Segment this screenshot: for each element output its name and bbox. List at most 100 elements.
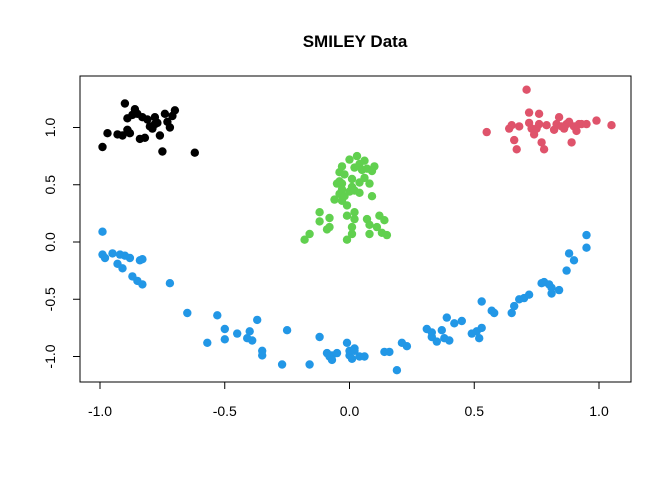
x-tick-label: 0.5 — [465, 403, 485, 419]
data-point — [332, 348, 342, 358]
data-point — [118, 131, 127, 140]
data-point — [365, 229, 374, 239]
data-point — [342, 211, 352, 220]
data-point — [392, 366, 402, 375]
data-point — [510, 135, 519, 145]
data-point — [220, 324, 229, 334]
data-point — [98, 227, 107, 236]
data-point — [213, 311, 222, 320]
data-point — [347, 174, 357, 184]
data-point — [537, 138, 546, 147]
data-point — [340, 170, 349, 179]
data-point — [203, 338, 212, 347]
data-point — [477, 297, 486, 306]
data-point — [330, 195, 339, 204]
data-point — [120, 99, 130, 108]
data-point — [554, 113, 564, 122]
chart-title: SMILEY Data — [303, 32, 408, 51]
data-point — [98, 142, 107, 152]
data-point — [315, 332, 324, 342]
x-tick-label: -1.0 — [88, 403, 112, 419]
data-point — [190, 148, 199, 157]
data-point — [253, 315, 262, 325]
data-point — [582, 119, 591, 129]
data-point — [248, 336, 257, 345]
data-point — [382, 230, 392, 240]
data-point — [567, 138, 576, 147]
data-point — [554, 285, 564, 295]
data-point — [360, 173, 369, 183]
data-point — [522, 85, 531, 94]
data-point — [153, 118, 162, 128]
data-point — [524, 108, 534, 117]
x-tick-label: -0.5 — [213, 403, 237, 419]
data-point — [315, 208, 324, 217]
data-point — [277, 360, 287, 369]
data-point — [445, 336, 454, 345]
data-point — [350, 344, 359, 353]
y-axis: -1.0 -0.5 0.0 0.5 1.0 — [42, 118, 81, 369]
data-point — [507, 121, 516, 130]
data-point — [534, 109, 544, 119]
data-point — [457, 316, 466, 326]
data-point — [380, 216, 389, 225]
data-points — [98, 85, 616, 375]
data-point — [347, 222, 357, 232]
data-point — [477, 323, 486, 333]
data-point — [108, 249, 117, 258]
data-point — [534, 119, 544, 129]
data-point — [352, 151, 362, 161]
data-point — [365, 179, 374, 188]
data-point — [305, 360, 314, 369]
data-point — [325, 213, 334, 223]
data-point — [365, 220, 374, 229]
data-point — [155, 131, 165, 140]
data-point — [402, 342, 412, 351]
x-tick-label: 1.0 — [589, 403, 609, 419]
y-tick-label: 1.0 — [42, 118, 58, 138]
data-point — [350, 208, 359, 217]
data-point — [360, 352, 369, 361]
data-point — [450, 319, 459, 328]
data-point — [582, 243, 591, 252]
data-point — [385, 347, 394, 357]
y-tick-label: 0.0 — [42, 232, 58, 252]
data-point — [342, 338, 352, 347]
data-point — [592, 116, 601, 125]
data-point — [507, 308, 516, 318]
data-point — [512, 145, 521, 154]
data-point — [442, 313, 451, 322]
data-point — [367, 192, 377, 201]
y-tick-label: -0.5 — [42, 287, 58, 311]
data-point — [432, 337, 441, 346]
data-point — [183, 308, 192, 318]
data-point — [370, 162, 379, 171]
data-point — [140, 133, 150, 142]
data-point — [100, 253, 110, 263]
data-point — [564, 249, 574, 258]
data-point — [360, 156, 369, 165]
data-point — [562, 266, 571, 275]
data-point — [475, 334, 484, 343]
data-point — [125, 253, 135, 263]
data-point — [569, 256, 579, 265]
data-point — [510, 301, 519, 311]
data-point — [572, 126, 581, 136]
data-point — [118, 264, 127, 273]
data-point — [542, 121, 551, 130]
data-point — [220, 335, 229, 344]
data-point — [607, 121, 616, 130]
y-tick-label: 0.5 — [42, 175, 58, 195]
data-point — [355, 188, 364, 197]
data-point — [342, 235, 352, 244]
x-tick-label: 0.0 — [340, 403, 360, 419]
data-point — [138, 280, 147, 289]
data-point — [539, 145, 549, 154]
data-point — [138, 255, 147, 264]
data-point — [524, 290, 534, 299]
data-point — [300, 235, 309, 244]
data-point — [103, 129, 112, 138]
data-point — [158, 147, 167, 156]
data-point — [325, 222, 334, 232]
